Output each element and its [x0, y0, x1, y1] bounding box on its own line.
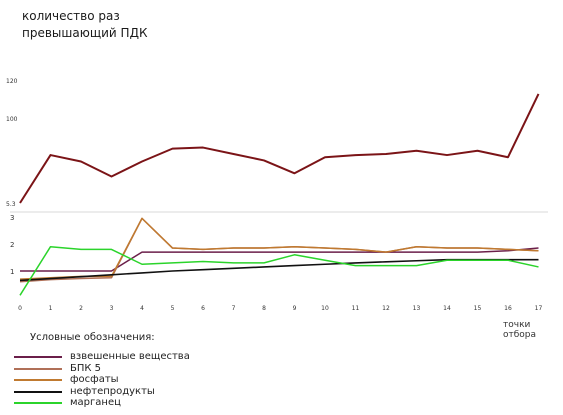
legend-swatch: [14, 356, 62, 358]
x-axis-unit: точки отбора: [503, 320, 537, 340]
xtick-label-3: 3: [110, 305, 114, 312]
xtick-label-5: 5: [171, 305, 175, 312]
legend-item: марганец: [14, 397, 155, 409]
lower-series-line-2: [19, 217, 539, 280]
upper-ytick-label-120: 120: [6, 78, 18, 85]
xtick-label-9: 9: [293, 305, 297, 312]
legend: Условные обозначения: взвешенные веществ…: [14, 332, 190, 409]
legend-swatch: [14, 390, 62, 393]
xtick-label-8: 8: [262, 305, 266, 312]
legend-swatch: [14, 379, 62, 381]
xtick-label-13: 13: [413, 305, 421, 312]
legend-label: нефтепродукты: [70, 385, 155, 397]
legend-item: БПК 5: [14, 362, 155, 375]
lower-series-line-0: [20, 247, 539, 272]
lower-series-line-4: [19, 245, 539, 296]
xtick-label-2: 2: [79, 305, 83, 312]
lower-series-line-3: [19, 258, 539, 282]
upper-series-line-0: [19, 93, 540, 204]
xtick-label-12: 12: [382, 305, 390, 312]
legend-title: Условные обозначения:: [30, 332, 155, 343]
xtick-label-15: 15: [474, 305, 482, 312]
legend-swatch: [14, 402, 62, 404]
xtick-label-6: 6: [201, 305, 205, 312]
lower-ytick-label-2: 2: [10, 241, 14, 249]
legend-item: нефтепродукты: [14, 385, 155, 398]
legend-items: взвешенные вещества БПК 5 фосфаты нефтепрод…: [14, 351, 190, 409]
xtick-label-16: 16: [504, 305, 512, 312]
upper-ytick-label-100: 100: [6, 116, 18, 123]
legend-swatch: [14, 367, 62, 370]
y-axis-label: количество раз превышающий ПДК: [22, 8, 147, 42]
xtick-label-1: 1: [49, 305, 53, 312]
legend-item: фосфаты: [14, 374, 155, 386]
xtick-label-0: 0: [18, 305, 22, 312]
y-axis-label-line-1: количество раз: [22, 9, 120, 23]
lower-ytick-label-1: 1: [10, 268, 14, 276]
xtick-label-10: 10: [321, 305, 329, 312]
legend-label: взвешенные вещества: [70, 351, 190, 362]
xtick-label-11: 11: [352, 305, 360, 312]
y-axis-label-line-2: превышающий ПДК: [22, 26, 148, 40]
xtick-label-14: 14: [443, 305, 451, 312]
xtick-label-7: 7: [232, 305, 236, 312]
legend-item: взвешенные вещества: [14, 351, 190, 363]
upper-ytick-label-5.3: 5.3: [6, 201, 16, 208]
legend-label: марганец: [70, 397, 121, 408]
legend-label: фосфаты: [70, 374, 119, 385]
lower-ytick-label-3: 3: [10, 214, 14, 222]
xtick-label-4: 4: [140, 305, 144, 312]
xtick-label-17: 17: [535, 305, 543, 312]
legend-label: БПК 5: [70, 362, 102, 374]
